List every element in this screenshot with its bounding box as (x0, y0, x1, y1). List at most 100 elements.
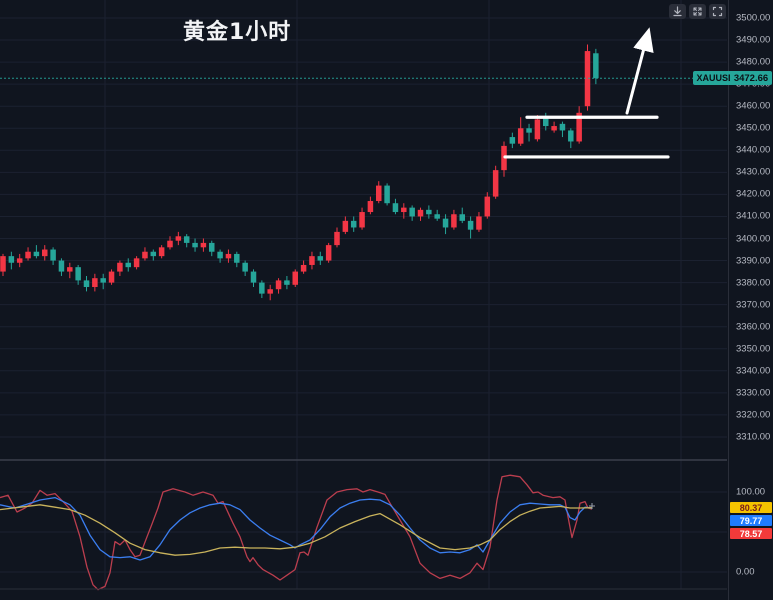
price-tick-label: 3340.00 (736, 365, 771, 377)
candle-body (217, 251, 223, 259)
fullscreen-button[interactable] (709, 4, 726, 19)
candle-body (175, 236, 182, 241)
candle-body (434, 214, 440, 219)
price-axis[interactable]: 3472.66 3500.003490.003480.003470.003460… (728, 0, 773, 600)
candle-body (484, 196, 491, 217)
price-tick-label: 3480.00 (736, 56, 771, 68)
indicator-tick-label: 0.00 (736, 566, 755, 578)
candle-body (16, 258, 23, 263)
candle-body (451, 214, 457, 228)
candle-body (8, 256, 15, 263)
candle-body (543, 117, 549, 127)
candle-body (342, 220, 349, 232)
price-tick-label: 3360.00 (736, 321, 771, 333)
candle-body (534, 119, 541, 140)
candle-body (409, 207, 415, 217)
candle-body (92, 278, 98, 288)
price-tick-label: 3380.00 (736, 277, 771, 289)
candle-body (300, 264, 307, 272)
candle-body (83, 280, 90, 288)
indicator-value-badge: 80.37 (730, 502, 772, 514)
candle-body (33, 251, 40, 257)
maximize-button[interactable] (689, 4, 706, 19)
up-arrow (625, 27, 654, 115)
candle-body (42, 249, 48, 257)
candle-body (125, 262, 131, 268)
candle-body (334, 231, 340, 246)
price-tick-label: 3440.00 (736, 144, 771, 156)
indicator-value-badge: 78.57 (730, 528, 772, 540)
price-tick-label: 3390.00 (736, 255, 771, 267)
candle-body (275, 280, 282, 290)
indicator-line-J (0, 474, 593, 591)
maximize-icon (692, 6, 703, 17)
candle-body (292, 271, 298, 285)
candle-body (476, 216, 482, 230)
indicator-line-D (0, 504, 593, 556)
candle-body (376, 185, 382, 202)
candle-body (309, 256, 315, 265)
candle-body (209, 242, 215, 252)
candle-body (167, 240, 173, 248)
indicator-value-badge: 79.77 (730, 515, 772, 527)
candle-body (192, 242, 198, 248)
series-end-marker (589, 503, 595, 509)
candle-body (0, 256, 6, 272)
candle-body (426, 209, 432, 215)
candle-body (392, 203, 399, 213)
candle-body (584, 51, 591, 107)
candle-body (284, 280, 290, 285)
candle-body (100, 278, 106, 283)
candle-body (526, 128, 532, 133)
candle-body (67, 267, 73, 272)
price-tick-label: 3460.00 (736, 100, 771, 112)
download-icon (672, 6, 683, 17)
candle-body (75, 267, 81, 281)
candle-body (158, 247, 165, 257)
candle-body (442, 218, 449, 228)
candle-body (150, 251, 157, 257)
candle-body (183, 236, 190, 243)
candle-body (367, 201, 374, 213)
indicator-line-K (0, 496, 593, 561)
candle-body (467, 220, 474, 230)
candle-body (593, 53, 599, 79)
price-tick-label: 3500.00 (736, 12, 771, 24)
candle-body (325, 245, 332, 261)
price-tick-label: 3450.00 (736, 122, 771, 134)
candle-body (459, 214, 465, 221)
indicator-tick-label: 100.00 (736, 486, 766, 498)
candle-body (259, 282, 265, 294)
candle-body (50, 249, 56, 261)
candle-body (551, 126, 557, 131)
chart-canvas[interactable] (0, 0, 728, 600)
candle-body (492, 170, 499, 197)
candle-body (108, 271, 115, 283)
candle-body (359, 212, 365, 228)
candle-body (401, 207, 407, 213)
candle-body (242, 262, 248, 272)
candle-body (350, 220, 357, 228)
pane-toolbar (669, 4, 726, 19)
candle-body (384, 185, 390, 204)
candle-body (142, 251, 148, 259)
candle-body (225, 253, 232, 259)
download-button[interactable] (669, 4, 686, 19)
candle-body (517, 128, 524, 144)
price-tick-label: 3410.00 (736, 210, 771, 222)
price-tick-label: 3350.00 (736, 343, 771, 355)
candle-body (417, 209, 424, 217)
fullscreen-icon (712, 6, 723, 17)
candle-body (200, 242, 207, 248)
candle-body (267, 289, 273, 294)
price-tick-label: 3490.00 (736, 34, 771, 46)
candle-body (568, 130, 574, 142)
price-tick-label: 3310.00 (736, 431, 771, 443)
candle-body (559, 123, 566, 131)
price-tick-label: 3320.00 (736, 409, 771, 421)
candle-body (234, 253, 240, 263)
chart-title: 黄金1小时 (183, 20, 292, 45)
current-price-badge: 3472.66 (730, 71, 772, 86)
candle-body (133, 258, 140, 268)
